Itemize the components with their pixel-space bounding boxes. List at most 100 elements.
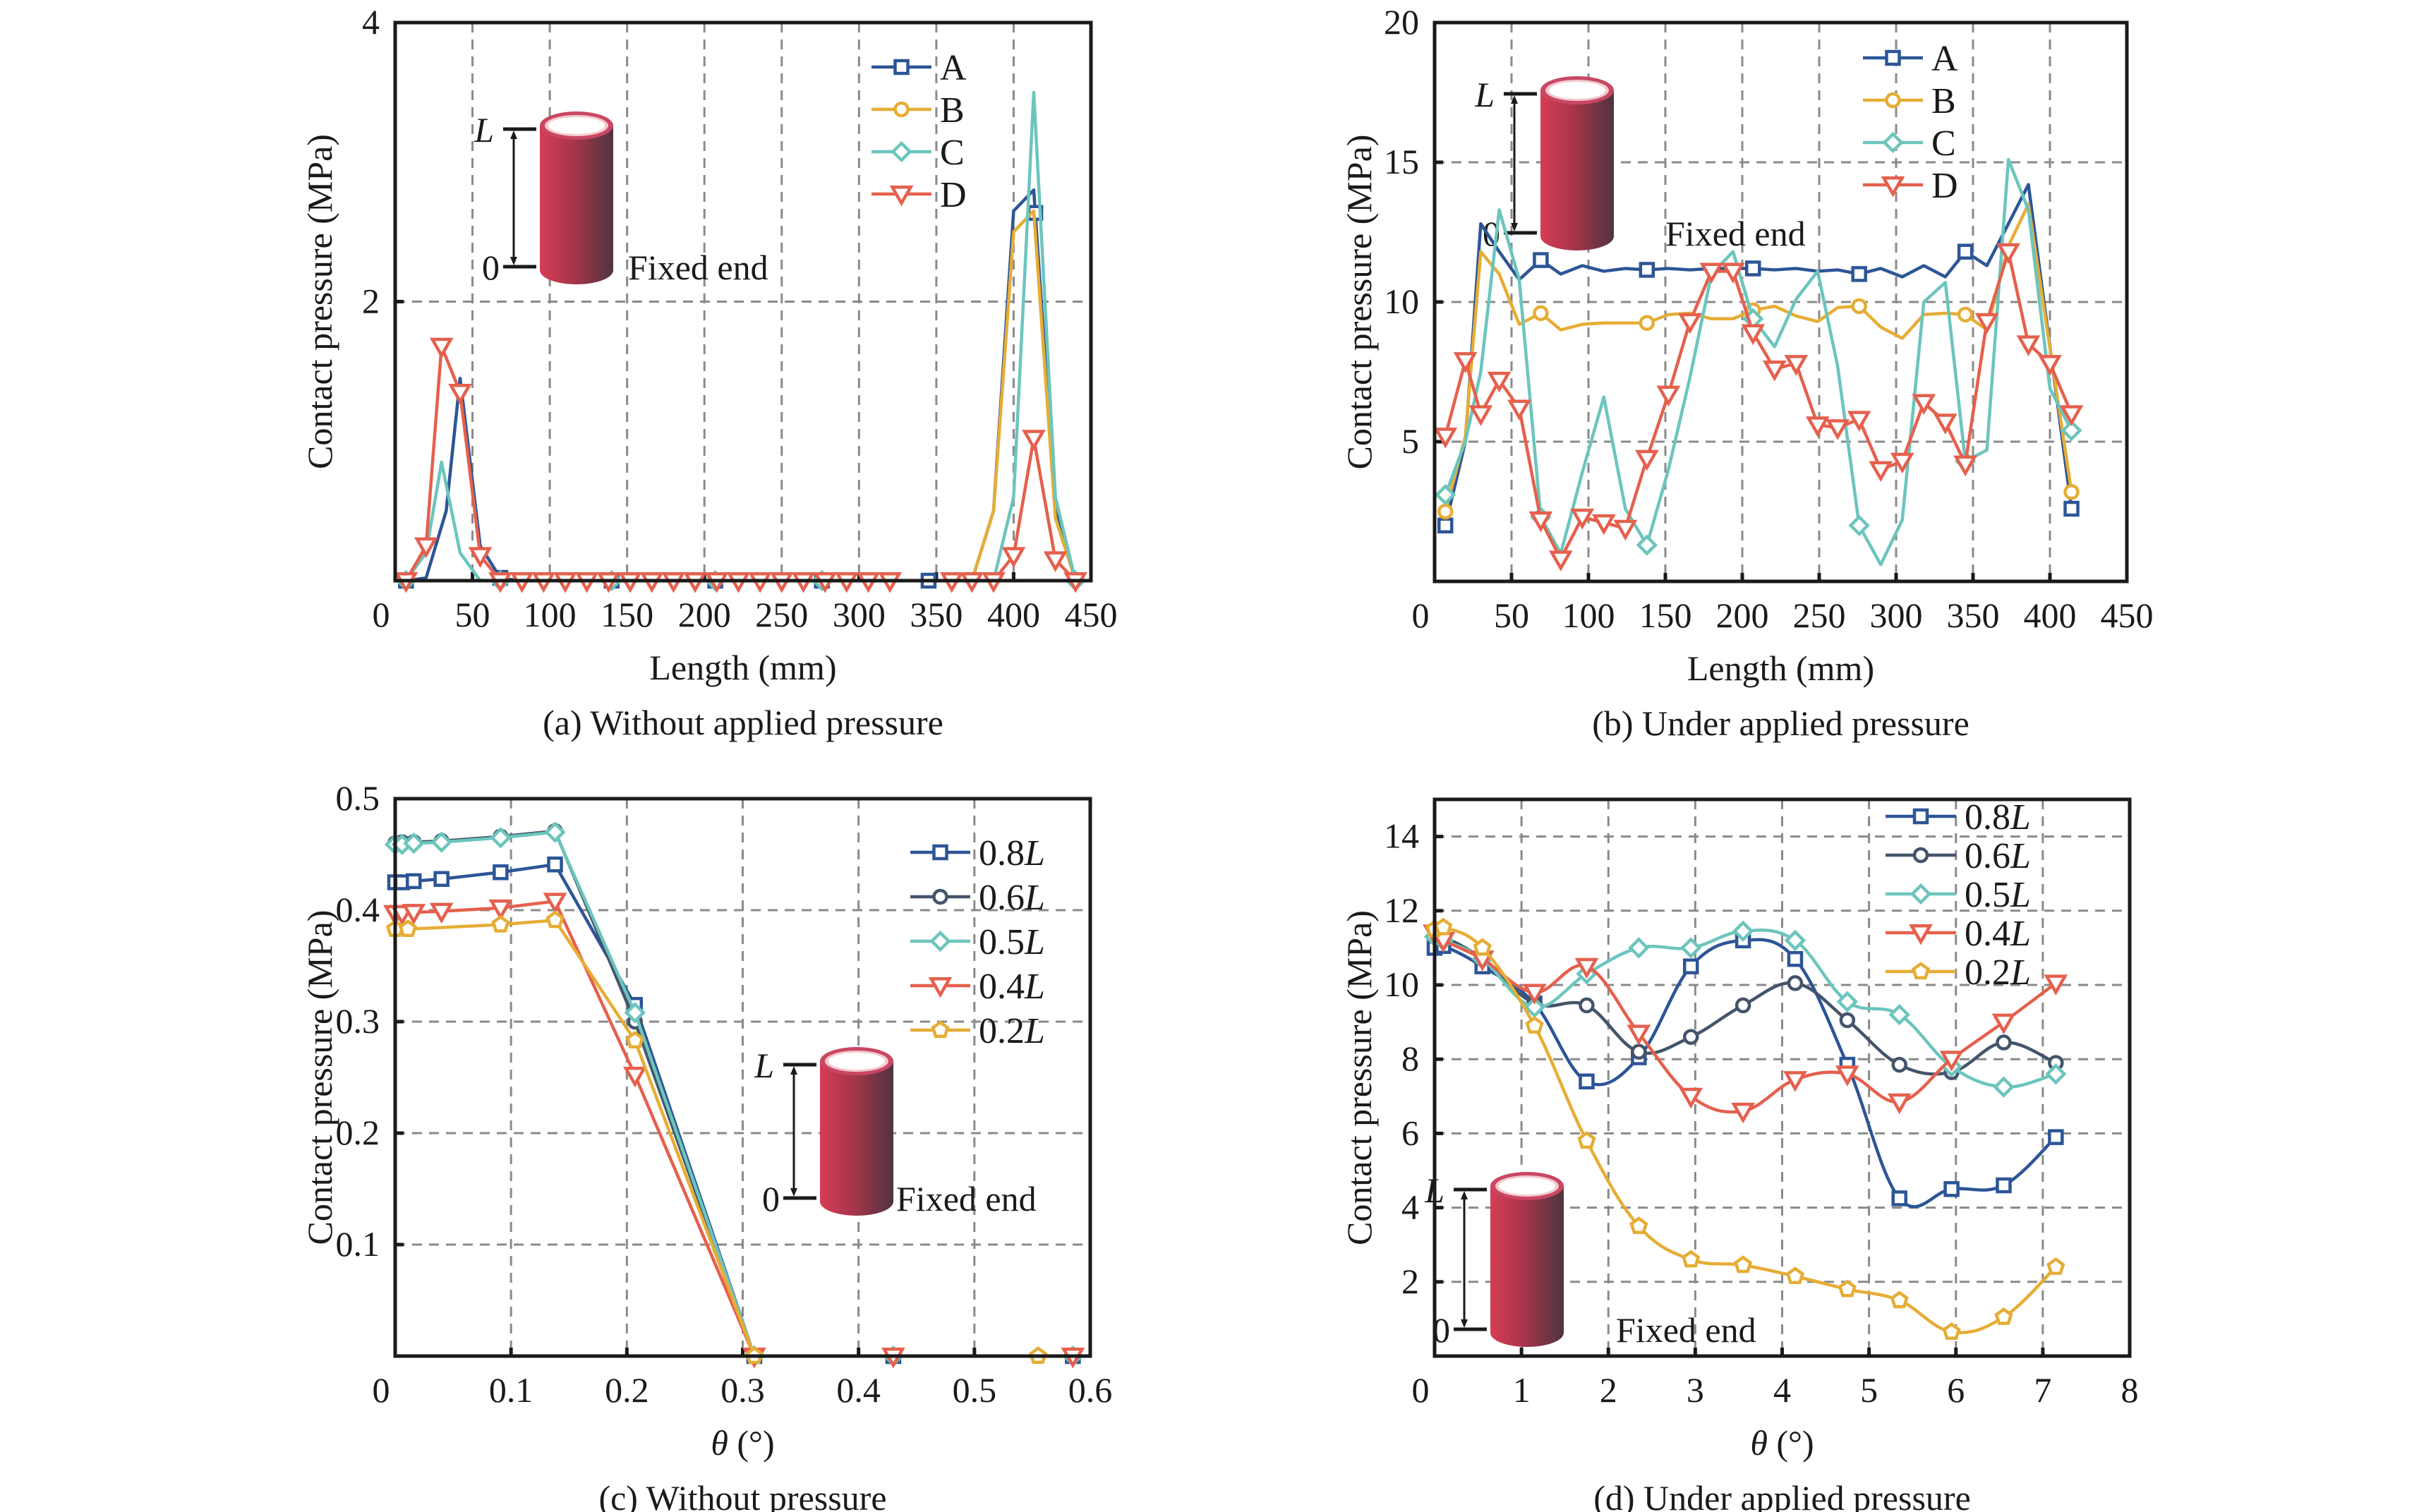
- data-point-D: [429, 337, 454, 359]
- x-tick-label: 50: [1494, 595, 1529, 635]
- x-tick-label: 0: [1412, 595, 1430, 635]
- data-point-D: [1890, 452, 1914, 474]
- data-point-0.4L: [488, 899, 513, 921]
- y-tick-label: 12: [1384, 890, 1419, 930]
- data-point-0.6L: [1631, 1044, 1647, 1060]
- data-point-0.5L: [1628, 937, 1650, 959]
- legend-label: 0.6L: [979, 878, 1045, 918]
- data-point-0.8L: [1891, 1190, 1907, 1206]
- series-line-0.4L: [395, 900, 1073, 1358]
- data-point-0.4L: [1783, 1071, 1807, 1092]
- data-point-D: [1847, 411, 1871, 432]
- data-point-0.2L: [1629, 1216, 1648, 1235]
- series-line-D: [404, 344, 1077, 583]
- data-point-D: [1591, 514, 1616, 536]
- x-tick-label: 250: [755, 595, 808, 634]
- series-group: [1423, 917, 2068, 1340]
- y-axis-label: Contact pressure (MPa): [300, 910, 339, 1245]
- data-point-D: [1022, 430, 1046, 451]
- unit-degree: (°): [728, 1423, 775, 1463]
- data-point-0.8L: [547, 856, 563, 873]
- cylinder-body: [540, 126, 613, 284]
- x-tick-label: 150: [601, 595, 653, 634]
- legend-label: 0.5L: [1965, 875, 2031, 915]
- series-line-C: [404, 90, 1078, 583]
- data-point-0.5L: [1836, 991, 1859, 1012]
- data-point-0.2L: [1733, 1255, 1753, 1274]
- legend-number: 0.8: [1965, 797, 2010, 837]
- chart-caption: (c) Without pressure: [598, 1478, 886, 1512]
- data-point-D: [1001, 547, 1026, 568]
- data-point-0.2L: [2046, 1257, 2065, 1275]
- cylinder-bore: [548, 117, 605, 134]
- y-tick-label: 0.4: [336, 890, 380, 929]
- data-point-0.6L: [1787, 975, 1804, 991]
- arrow-up-icon: [510, 131, 517, 139]
- y-tick-label: 14: [1384, 816, 1419, 856]
- data-point-D: [1912, 394, 1936, 416]
- data-point-D: [1656, 385, 1681, 407]
- legend-label: 0.5L: [979, 922, 1045, 962]
- series-line-0.8L: [395, 862, 1073, 1358]
- data-point-0.4L: [1522, 984, 1547, 1005]
- arrow-down-icon: [1511, 223, 1518, 231]
- y-tick-label: 15: [1384, 142, 1419, 181]
- data-point-0.5L: [430, 831, 452, 853]
- tick-labels: 0 50 100 150 200 250 300 350 400 450 2 4: [362, 2, 1118, 634]
- data-point-D: [1721, 262, 1745, 284]
- data-point-D: [2059, 405, 2084, 426]
- y-tick-label: 0.2: [336, 1113, 380, 1152]
- x-tick-label: 300: [833, 595, 886, 634]
- x-tick-label: 0.5: [953, 1370, 997, 1410]
- x-tick-label: 0.4: [836, 1370, 881, 1410]
- series-markers-0.2L: [1425, 917, 2065, 1340]
- data-point-A: [2063, 500, 2080, 517]
- series-group: [1433, 157, 2084, 571]
- chart-panel-c: 0 0.1 0.2 0.3 0.4 0.5 0.60.10.20.30.40.5θ (°)C…: [300, 778, 1112, 1512]
- grid-lines: [1435, 799, 2130, 1356]
- y-axis-label: Contact pressure (MPa): [300, 134, 339, 469]
- data-point-0.4L: [543, 893, 567, 914]
- arrow-up-icon: [1461, 1191, 1468, 1199]
- y-tick-label: 4: [362, 2, 380, 42]
- data-point-A: [1533, 252, 1549, 268]
- x-tick-label: 150: [1639, 595, 1692, 635]
- x-tick-label: 0: [373, 1370, 390, 1410]
- x-tick-label: 7: [2034, 1370, 2051, 1410]
- data-point-0.6L: [1682, 1029, 1699, 1045]
- legend-marker-C: [1882, 131, 1904, 154]
- x-tick-label: 350: [910, 595, 963, 634]
- data-point-0.5L: [1732, 920, 1754, 942]
- data-point-0.8L: [493, 864, 509, 881]
- data-point-D: [1634, 449, 1659, 471]
- y-tick-label: 2: [1401, 1262, 1419, 1301]
- data-point-0.4L: [2044, 974, 2068, 996]
- series-markers-0.5L: [384, 821, 1084, 1367]
- data-point-0.5L: [1680, 937, 1702, 959]
- y-tick-label: 0.1: [336, 1224, 380, 1264]
- data-point-0.6L: [1839, 1012, 1856, 1029]
- legend-marker-0.4L: [1909, 924, 1933, 945]
- data-point-D: [1570, 508, 1595, 530]
- data-point-0.8L: [2048, 1129, 2064, 1145]
- data-point-0.2L: [1838, 1279, 1857, 1298]
- legend-label: A: [1931, 39, 1958, 79]
- data-point-0.5L: [490, 827, 512, 849]
- data-point-D: [1996, 243, 2021, 265]
- data-point-D: [1678, 313, 1702, 334]
- legend-label: 0.2L: [1965, 952, 2031, 993]
- data-point-B: [1851, 298, 1867, 315]
- data-point-A: [1437, 517, 1454, 534]
- x-tick-label: 0.2: [605, 1370, 649, 1410]
- legend-label: C: [1931, 123, 1956, 164]
- legend-label: B: [1931, 81, 1956, 121]
- legend-marker-0.6L: [1912, 847, 1929, 864]
- plot-frame: [393, 797, 1092, 1358]
- data-point-0.4L: [1835, 1065, 1859, 1087]
- legend-label: 0.4L: [979, 967, 1045, 1007]
- legend-number: 0.4: [1965, 914, 2010, 954]
- legend-marker-0.4L: [928, 977, 953, 998]
- data-point-0.8L: [1682, 958, 1699, 974]
- x-tick-label: 3: [1687, 1370, 1704, 1410]
